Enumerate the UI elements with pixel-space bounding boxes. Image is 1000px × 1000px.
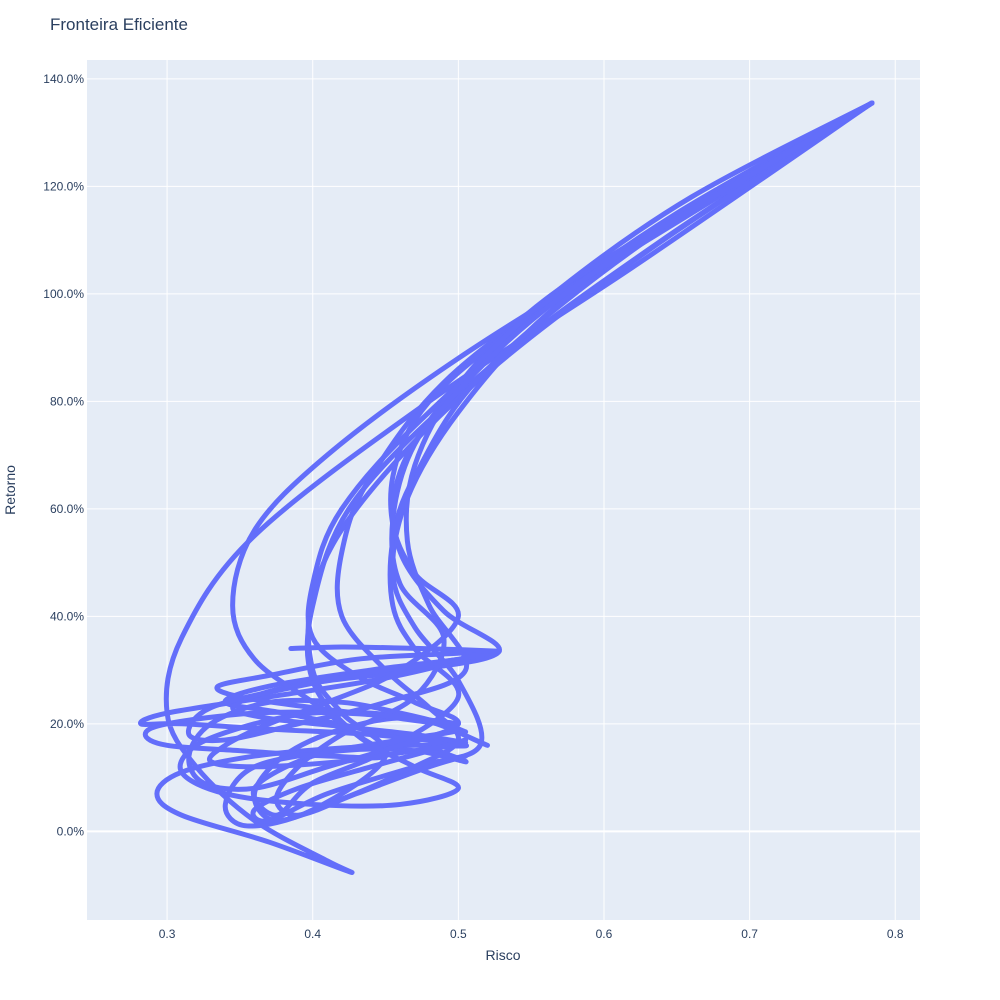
y-axis-title: Retorno bbox=[2, 465, 18, 515]
x-tick-label: 0.6 bbox=[596, 927, 613, 941]
frontier-series-line-6 bbox=[186, 100, 875, 792]
y-tick-label: 140.0% bbox=[43, 72, 84, 86]
x-axis-ticks: 0.3 0.4 0.5 0.6 0.7 0.8 bbox=[159, 927, 904, 941]
frontier-series-line-12 bbox=[207, 100, 875, 770]
frontier-series-line-8 bbox=[250, 100, 875, 824]
frontier-series-line-5 bbox=[214, 100, 875, 818]
y-tick-label: 80.0% bbox=[50, 394, 84, 408]
x-axis-title: Risco bbox=[485, 947, 520, 963]
y-tick-label: 20.0% bbox=[50, 717, 84, 731]
y-tick-label: 120.0% bbox=[43, 179, 84, 193]
y-tick-label: 40.0% bbox=[50, 609, 84, 623]
chart-title: Fronteira Eficiente bbox=[50, 15, 188, 34]
y-tick-label: 60.0% bbox=[50, 502, 84, 516]
y-axis-ticks: 0.0% 20.0% 40.0% 60.0% 80.0% 100.0% 120.0% 140.… bbox=[43, 72, 84, 839]
grid-lines bbox=[87, 60, 920, 920]
x-tick-label: 0.4 bbox=[304, 927, 321, 941]
series-layer bbox=[137, 100, 875, 875]
frontier-series-line-1 bbox=[137, 100, 875, 875]
x-tick-label: 0.8 bbox=[887, 927, 904, 941]
plot-area bbox=[87, 60, 920, 920]
x-tick-label: 0.5 bbox=[450, 927, 467, 941]
y-tick-label: 0.0% bbox=[57, 824, 85, 838]
frontier-series-line-10 bbox=[273, 100, 875, 818]
y-tick-label: 100.0% bbox=[43, 287, 84, 301]
frontier-series-line-11 bbox=[142, 100, 875, 761]
x-tick-label: 0.3 bbox=[159, 927, 176, 941]
frontier-series-line-13 bbox=[288, 644, 502, 654]
x-tick-label: 0.7 bbox=[741, 927, 758, 941]
